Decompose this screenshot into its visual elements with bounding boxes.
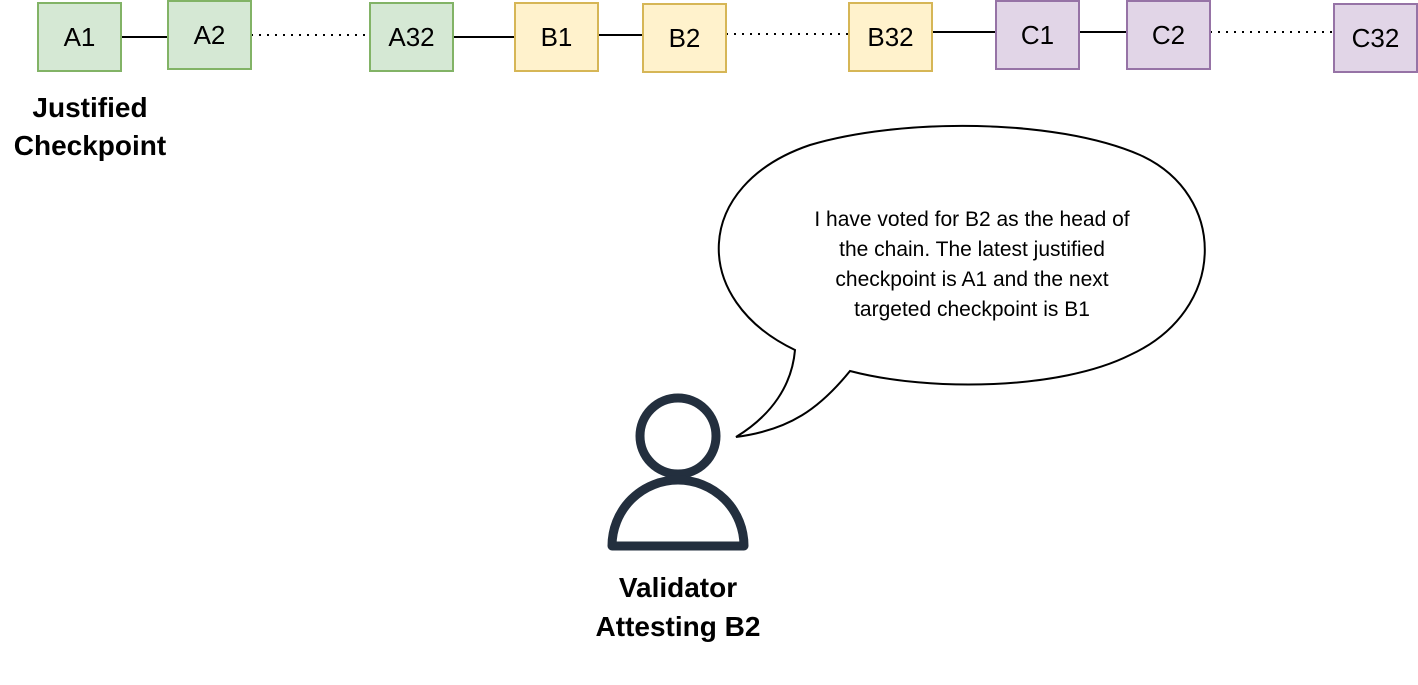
block-label: B2 xyxy=(669,23,701,53)
block-b2: B2 xyxy=(642,3,727,73)
block-box xyxy=(995,0,1080,70)
person-icon xyxy=(607,393,749,551)
block-label: C2 xyxy=(1152,20,1185,50)
block-c2: C2 xyxy=(1126,0,1211,70)
block-box xyxy=(642,3,727,73)
block-label: C1 xyxy=(1021,20,1054,50)
block-box xyxy=(514,2,599,72)
block-b32: B32 xyxy=(848,2,933,72)
block-a1: A1 xyxy=(37,2,122,72)
block-box xyxy=(37,2,122,72)
block-box xyxy=(369,2,454,72)
block-box xyxy=(1126,0,1211,70)
justified-checkpoint-label-line1: Justified xyxy=(32,92,147,123)
block-a32: A32 xyxy=(369,2,454,72)
block-c1: C1 xyxy=(995,0,1080,70)
block-box xyxy=(1333,3,1418,73)
block-label: A1 xyxy=(64,22,96,52)
block-label: A32 xyxy=(388,22,434,52)
block-box xyxy=(167,0,252,70)
block-c32: C32 xyxy=(1333,3,1418,73)
speech-bubble: I have voted for B2 as the head of the c… xyxy=(717,124,1206,438)
chain-blocks: A1 A2 A32 B1 B2 B32 C1 C2 C32 xyxy=(37,0,1418,73)
speech-line-2: the chain. The latest justified xyxy=(839,238,1105,261)
block-b1: B1 xyxy=(514,2,599,72)
block-label: C32 xyxy=(1352,23,1400,53)
block-label: B32 xyxy=(867,22,913,52)
chain-links xyxy=(121,31,1334,38)
speech-line-3: checkpoint is A1 and the next xyxy=(835,268,1108,291)
block-box xyxy=(848,2,933,72)
block-a2: A2 xyxy=(167,0,252,70)
validator-label-line1: Validator xyxy=(619,572,737,603)
speech-line-4: targeted checkpoint is B1 xyxy=(854,298,1090,321)
justified-checkpoint-label-line2: Checkpoint xyxy=(14,130,166,161)
validator-label-line2: Attesting B2 xyxy=(596,611,761,642)
speech-line-1: I have voted for B2 as the head of xyxy=(814,208,1129,231)
speech-bubble-shape xyxy=(717,124,1206,438)
block-label: A2 xyxy=(194,20,226,50)
block-label: B1 xyxy=(541,22,573,52)
